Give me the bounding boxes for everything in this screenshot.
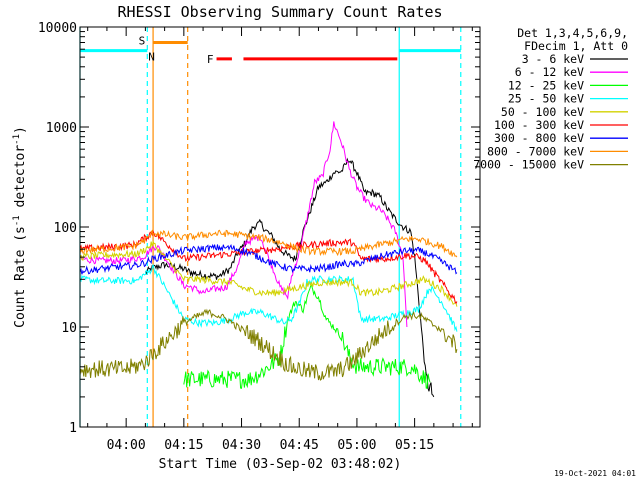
legend-label: 6 - 12 keV xyxy=(515,65,584,79)
plot-frame xyxy=(79,26,481,428)
series-line xyxy=(79,240,458,307)
y-label-end: ) xyxy=(13,126,28,134)
observing-markers: SN F xyxy=(80,34,461,66)
y-label-mid: detector xyxy=(13,145,28,216)
y-axis-label: Count Rate (s-1 detector-1) xyxy=(12,126,28,328)
y-tick-label: 1000 xyxy=(46,121,77,136)
y-label-main: Count Rate (s xyxy=(13,226,28,328)
legend-label: 300 - 800 keV xyxy=(494,131,584,145)
y-label-exp2: -1 xyxy=(12,134,22,145)
x-axis: 04:00 04:15 04:30 04:45 05:00 05:15 xyxy=(87,27,473,453)
series-line xyxy=(79,229,458,305)
legend-label: 7000 - 15000 keV xyxy=(473,158,584,172)
legend-label: 25 - 50 keV xyxy=(508,92,584,106)
y-tick-label: 1 xyxy=(69,421,77,436)
chart-title: RHESSI Observing Summary Count Rates xyxy=(117,3,442,21)
x-tick-label: 04:45 xyxy=(280,438,319,453)
legend-label: 800 - 7000 keV xyxy=(487,144,584,158)
y-axis: 1 10 100 1000 10000 xyxy=(38,21,480,436)
y-tick-label: 10 xyxy=(61,321,77,336)
night-label: N xyxy=(148,51,155,64)
legend-label: 12 - 25 keV xyxy=(508,78,584,92)
series-line xyxy=(183,284,431,389)
y-tick-label: 10000 xyxy=(38,21,77,36)
y-tick-label: 100 xyxy=(54,221,77,236)
series-line xyxy=(79,121,408,328)
legend-label: 3 - 6 keV xyxy=(522,52,584,66)
x-tick-label: 04:30 xyxy=(222,438,261,453)
series-line xyxy=(79,243,458,275)
legend-header-line-2: FDecim 1, Att 0 xyxy=(524,39,628,53)
x-tick-label: 05:15 xyxy=(395,438,434,453)
x-tick-label: 04:00 xyxy=(107,438,146,453)
x-tick-label: 04:15 xyxy=(164,438,203,453)
y-label-exp1: -1 xyxy=(12,215,22,226)
series-group xyxy=(79,121,458,398)
legend-label: 50 - 100 keV xyxy=(501,105,584,119)
flare-label: F xyxy=(207,53,214,66)
x-tick-label: 05:00 xyxy=(337,438,376,453)
legend-label: 100 - 300 keV xyxy=(494,118,584,132)
series-line xyxy=(79,308,458,381)
series-line xyxy=(79,264,458,332)
legend-header-line-1: Det 1,3,4,5,6,9, xyxy=(517,26,628,40)
x-axis-label: Start Time (03-Sep-02 03:48:02) xyxy=(159,457,402,472)
footer-timestamp: 19-Oct-2021 04:01 xyxy=(554,469,636,478)
legend: Det 1,3,4,5,6,9, FDecim 1, Att 0 3 - 6 k… xyxy=(473,26,628,172)
saa-label: S xyxy=(139,34,146,47)
series-line xyxy=(79,229,458,258)
series-line xyxy=(144,157,435,398)
